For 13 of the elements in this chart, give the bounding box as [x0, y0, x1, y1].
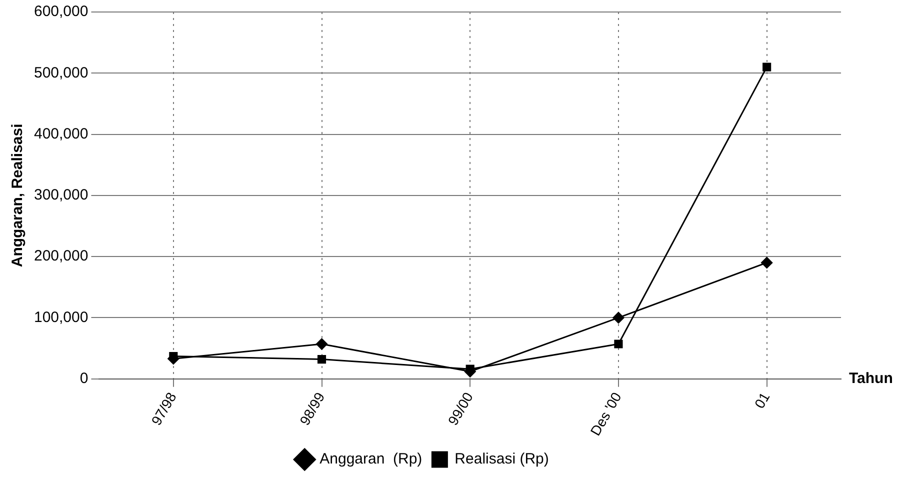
legend-label: Anggaran (Rp) — [320, 450, 422, 468]
y-tick-label: 300,000 — [34, 186, 88, 204]
y-tick-label: 600,000 — [34, 3, 88, 20]
y-tick-label: 500,000 — [34, 64, 88, 82]
x-axis-title: Tahun — [849, 370, 893, 388]
y-axis-title: Anggaran, Realisasi — [9, 124, 26, 268]
legend-label: Realisasi (Rp) — [454, 450, 549, 468]
x-tick-label: Des '00 — [587, 389, 625, 438]
y-tick-label: 0 — [80, 370, 88, 388]
y-tick-label: 100,000 — [34, 308, 88, 326]
y-tick-label: 400,000 — [34, 125, 88, 142]
x-tick-label: 01 — [751, 389, 773, 411]
y-tick-label: 200,000 — [34, 248, 88, 265]
